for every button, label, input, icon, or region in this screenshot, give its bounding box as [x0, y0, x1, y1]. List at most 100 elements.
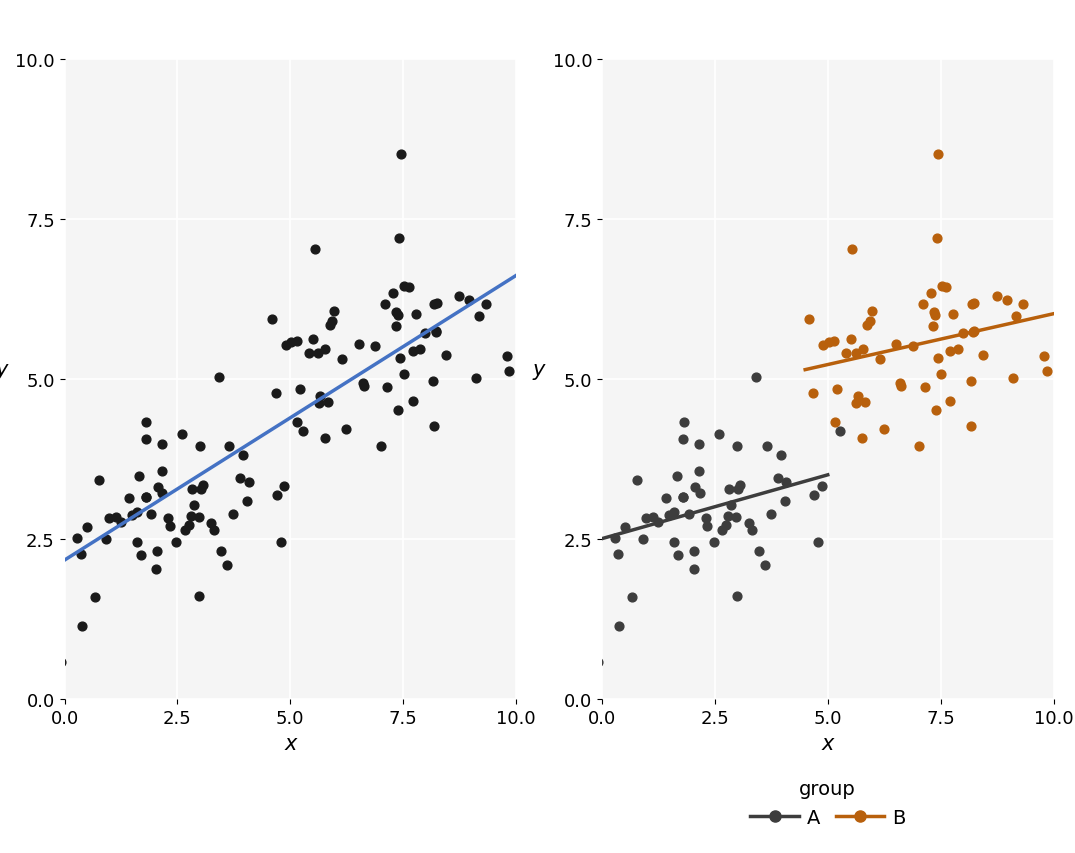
Point — [624, 591, 641, 605]
Point — [326, 305, 343, 318]
Point — [649, 515, 666, 529]
Point — [722, 499, 740, 513]
Point — [576, 454, 593, 467]
Point — [149, 480, 167, 494]
Point — [225, 508, 242, 521]
Point — [847, 346, 864, 360]
Point — [283, 336, 300, 350]
Point — [131, 469, 148, 483]
Point — [849, 390, 866, 403]
Point — [804, 386, 821, 400]
Point — [914, 298, 931, 311]
Point — [143, 508, 160, 521]
Point — [843, 333, 860, 346]
Point — [317, 343, 334, 357]
Point — [316, 432, 333, 446]
Point — [728, 589, 745, 603]
Point — [389, 309, 406, 322]
Point — [922, 287, 940, 300]
Point — [916, 380, 933, 394]
Point — [404, 345, 421, 359]
Point — [263, 312, 281, 326]
Point — [412, 343, 429, 357]
Point — [378, 380, 396, 394]
Point — [805, 489, 822, 502]
Point — [173, 427, 190, 441]
Point — [634, 533, 651, 547]
Point — [154, 487, 171, 501]
Point — [589, 655, 606, 669]
Point — [52, 655, 69, 669]
Point — [426, 420, 443, 433]
Point — [711, 427, 728, 441]
Point — [658, 492, 675, 506]
Point — [72, 548, 89, 561]
Point — [863, 305, 880, 318]
Point — [675, 415, 692, 429]
Point — [813, 480, 830, 494]
Point — [78, 521, 96, 535]
Point — [757, 559, 774, 572]
Point — [686, 562, 703, 576]
Point — [153, 438, 170, 452]
Point — [211, 371, 228, 385]
Point — [893, 380, 911, 393]
Point — [826, 334, 843, 348]
Point — [750, 545, 768, 559]
Point — [120, 492, 138, 506]
Point — [205, 524, 223, 537]
Point — [686, 544, 703, 558]
Point — [964, 326, 981, 339]
Point — [49, 531, 67, 545]
Point — [776, 494, 793, 508]
Point — [616, 521, 633, 535]
Point — [288, 334, 305, 348]
Point — [949, 343, 966, 357]
Point — [267, 386, 284, 400]
Point — [714, 524, 731, 537]
Point — [937, 281, 955, 295]
Point — [100, 512, 117, 525]
Point — [963, 420, 980, 433]
Point — [477, 299, 494, 312]
Point — [574, 518, 591, 531]
Point — [148, 544, 166, 558]
Point — [310, 346, 327, 360]
Point — [195, 479, 212, 492]
Point — [295, 425, 312, 438]
Point — [748, 371, 765, 385]
Point — [690, 438, 707, 452]
Point — [728, 510, 745, 524]
Y-axis label: y: y — [0, 360, 8, 380]
Point — [699, 519, 716, 533]
Point — [801, 312, 818, 326]
Point — [277, 339, 295, 352]
Y-axis label: y: y — [532, 360, 545, 380]
Point — [691, 487, 708, 501]
Point — [855, 343, 872, 357]
Point — [191, 440, 209, 454]
Point — [556, 258, 573, 271]
Point — [426, 298, 443, 311]
Point — [37, 518, 54, 531]
Point — [305, 333, 322, 346]
Point — [185, 499, 202, 513]
Point — [416, 327, 433, 340]
Point — [665, 505, 683, 519]
Point — [86, 591, 103, 605]
Point — [389, 404, 406, 418]
Point — [520, 272, 538, 286]
Point — [606, 531, 624, 545]
Point — [396, 280, 413, 293]
Point — [587, 531, 604, 545]
Point — [848, 397, 865, 410]
Point — [1015, 299, 1032, 312]
Point — [354, 377, 371, 391]
Point — [471, 310, 488, 323]
Point — [220, 440, 238, 454]
Point — [670, 548, 687, 562]
Point — [132, 548, 149, 562]
Point — [665, 536, 683, 549]
Point — [832, 425, 849, 438]
Point — [637, 512, 655, 525]
